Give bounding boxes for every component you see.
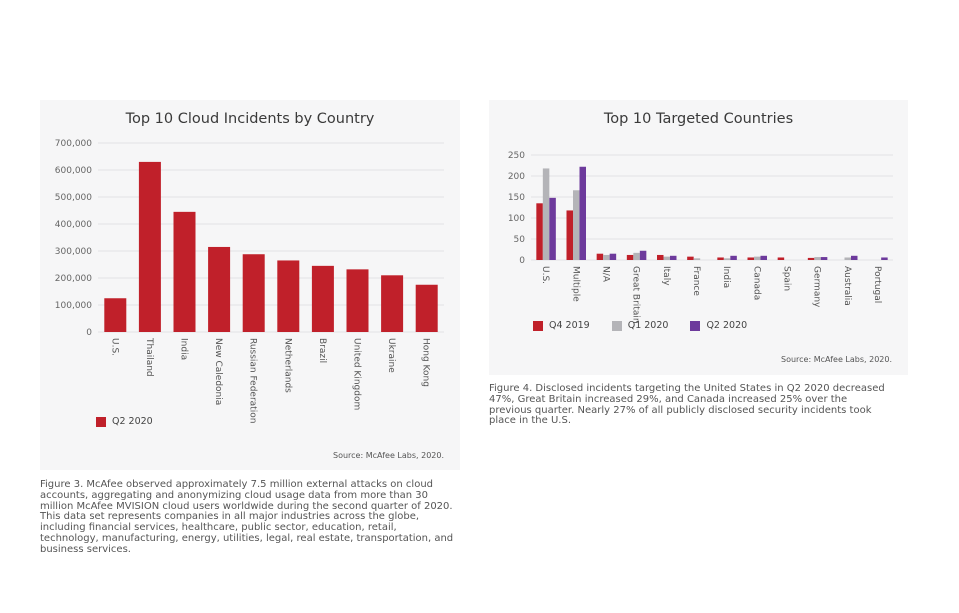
- legend: Q2 2020: [96, 416, 153, 427]
- x-tick-label: Great Britain: [631, 266, 641, 324]
- legend: Q4 2019 Q1 2020 Q2 2020: [533, 320, 769, 331]
- legend-item-q1-2020: Q1 2020: [611, 320, 669, 331]
- bar-brazil: [311, 265, 334, 332]
- y-tick-label: 500,000: [55, 193, 92, 203]
- grouped-bar-chart-targeted-countries: 0 50 100 150 200 250 U.S. Multiple N/A Great Brit…: [508, 151, 893, 324]
- y-tick-label: 100,000: [55, 301, 92, 311]
- y-tick-label: 600,000: [55, 166, 92, 176]
- legend-label-q2-2020: Q2 2020: [112, 416, 153, 427]
- x-tick-label: Germany: [812, 266, 822, 308]
- x-tick-label: Italy: [661, 266, 671, 286]
- y-tick-label: 150: [508, 193, 525, 203]
- bar-n-a-q4-2019: [596, 253, 604, 260]
- bar-chart-cloud-incidents: 0 100,000 200,000 300,000 400,000 500,000 600,…: [55, 139, 444, 423]
- bar-india-q2-2020: [730, 255, 737, 260]
- chart-title: Top 10 Cloud Incidents by Country: [125, 111, 375, 127]
- bar-australia-q2-2020: [851, 255, 858, 260]
- bar-u-s-q4-2019: [536, 203, 543, 260]
- x-tick-label: Australia: [842, 266, 852, 306]
- y-tick-label: 0: [86, 328, 92, 338]
- bar-n-a-q1-2020: [603, 254, 610, 260]
- legend-label: Q4 2019: [549, 320, 590, 331]
- bar-portugal-q2-2020: [881, 257, 888, 260]
- x-tick-label: N/A: [600, 266, 610, 283]
- bar-canada-q1-2020: [754, 256, 761, 260]
- x-tick-label: India: [179, 338, 189, 360]
- x-tick-label: Canada: [751, 266, 761, 300]
- bar-great-britain-q4-2019: [626, 254, 634, 260]
- x-tick-label: Russian Federation: [248, 338, 258, 423]
- x-tick-label: U.S.: [109, 338, 119, 356]
- legend-item-q4-2019: Q4 2019: [533, 320, 590, 331]
- bar-italy-q2-2020: [670, 255, 677, 260]
- legend-swatch: [533, 320, 543, 331]
- figure-caption: Figure 4. Disclosed incidents targeting …: [489, 383, 885, 427]
- bar-u-s: [104, 298, 127, 332]
- x-tick-label: New Caledonia: [213, 338, 223, 405]
- y-tick-label: 300,000: [55, 247, 92, 257]
- legend-swatch: [611, 320, 622, 331]
- bar-india: [173, 211, 196, 332]
- chart-panel-cloud-incidents: Top 10 Cloud Incidents by Country 0 100,0…: [40, 100, 460, 470]
- source-note: Source: McAfee Labs, 2020.: [781, 355, 892, 364]
- x-tick-label: Hong Kong: [421, 338, 431, 387]
- x-tick-label: India: [721, 266, 731, 288]
- bar-u-s-q2-2020: [549, 197, 556, 260]
- x-tick-label: France: [691, 266, 701, 296]
- x-tick-label: Portugal: [872, 266, 882, 303]
- bar-great-britain-q1-2020: [633, 252, 640, 260]
- y-tick-label: 400,000: [55, 220, 92, 230]
- bar-canada-q2-2020: [760, 255, 767, 260]
- bar-hong-kong: [415, 284, 438, 332]
- legend-item-q2-2020: Q2 2020: [690, 320, 747, 331]
- y-tick-label: 0: [519, 256, 525, 266]
- bar-italy-q1-2020: [663, 256, 670, 260]
- bar-france-q4-2019: [687, 256, 694, 260]
- bar-multiple-q1-2020: [573, 190, 580, 260]
- bar-india-q1-2020: [723, 258, 731, 260]
- bar-thailand: [138, 161, 161, 332]
- y-tick-label: 200,000: [55, 274, 92, 284]
- y-tick-label: 250: [508, 151, 525, 161]
- bar-great-britain-q2-2020: [639, 250, 647, 260]
- legend-label: Q2 2020: [706, 320, 748, 331]
- x-tick-label: Ukraine: [386, 338, 396, 373]
- bar-germany-q1-2020: [814, 257, 821, 260]
- y-tick-label: 700,000: [55, 139, 92, 149]
- bar-n-a-q2-2020: [609, 253, 617, 260]
- x-tick-label: U.S.: [540, 266, 550, 284]
- bar-ukraine: [381, 275, 404, 332]
- bar-russian-federation: [242, 254, 265, 332]
- bar-canada-q4-2019: [747, 257, 754, 260]
- legend-label: Q1 2020: [627, 320, 669, 331]
- bar-u-s-q1-2020: [542, 168, 550, 260]
- chart-panel-targeted-countries: Top 10 Targeted Countries 0 50 100 150 200 25…: [489, 100, 908, 375]
- bar-germany-q2-2020: [820, 257, 828, 260]
- bar-france-q1-2020: [693, 258, 701, 260]
- x-tick-label: Multiple: [570, 266, 580, 302]
- x-tick-label: Netherlands: [282, 338, 292, 393]
- bar-multiple-q4-2019: [566, 210, 573, 260]
- bar-india-q4-2019: [717, 257, 724, 260]
- x-tick-label: Thailand: [144, 337, 154, 377]
- x-tick-label: Spain: [781, 266, 791, 291]
- bar-united-kingdom: [346, 269, 369, 332]
- chart-title: Top 10 Targeted Countries: [603, 111, 794, 127]
- bar-multiple-q2-2020: [579, 166, 586, 260]
- legend-swatch-q2-2020: [96, 416, 106, 427]
- bar-australia-q1-2020: [844, 257, 851, 260]
- legend-swatch: [690, 320, 701, 331]
- bar-netherlands: [277, 260, 300, 332]
- bar-spain-q4-2019: [777, 257, 785, 260]
- y-tick-label: 100: [508, 214, 525, 224]
- x-tick-label: Brazil: [317, 338, 327, 363]
- bar-new-caledonia: [208, 246, 231, 332]
- y-tick-label: 50: [514, 235, 526, 245]
- figure-caption: Figure 3. McAfee observed approximately …: [40, 479, 454, 555]
- x-tick-label: United Kingdom: [352, 338, 362, 410]
- y-tick-label: 200: [508, 172, 525, 182]
- bar-germany-q4-2019: [807, 257, 815, 260]
- bar-italy-q4-2019: [657, 254, 664, 260]
- source-note: Source: McAfee Labs, 2020.: [333, 451, 444, 460]
